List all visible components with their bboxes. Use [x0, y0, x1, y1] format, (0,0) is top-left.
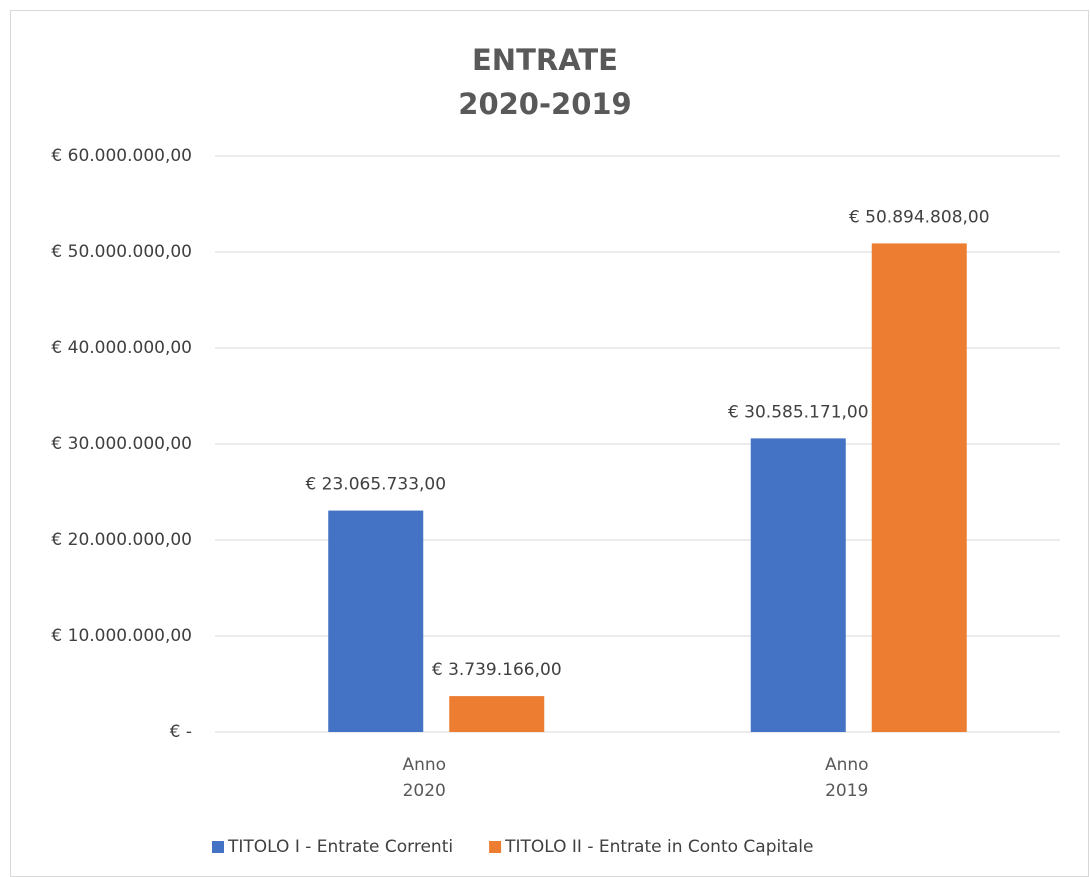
y-tick-label: € 60.000.000,00 — [51, 146, 192, 166]
bar — [750, 438, 846, 732]
data-label: € 30.585.171,00 — [728, 402, 869, 422]
y-tick-label: € 50.000.000,00 — [51, 242, 192, 262]
legend-swatch — [489, 841, 502, 853]
y-tick-label: € 40.000.000,00 — [51, 338, 192, 358]
x-tick-label: Anno 2019 — [824, 755, 869, 801]
data-label: € 23.065.733,00 — [305, 475, 446, 495]
data-label: € 50.894.808,00 — [849, 207, 990, 227]
legend-swatch — [212, 841, 224, 853]
data-label: € 3.739.166,00 — [432, 660, 562, 680]
y-tick-label: € 20.000.000,00 — [51, 530, 192, 550]
y-tick-label: € 10.000.000,00 — [51, 626, 192, 646]
chart-title: ENTRATE 2020-2019 — [458, 43, 632, 121]
y-tick-label: € 30.000.000,00 — [51, 434, 192, 454]
bar — [328, 510, 424, 732]
bar — [871, 243, 967, 732]
legend-label: TITOLO I - Entrate Correnti — [227, 837, 453, 857]
legend-label: TITOLO II - Entrate in Conto Capitale — [504, 837, 813, 857]
y-tick-label: € - — [170, 722, 192, 742]
x-tick-label: Anno 2020 — [402, 755, 447, 801]
bar — [449, 696, 545, 732]
